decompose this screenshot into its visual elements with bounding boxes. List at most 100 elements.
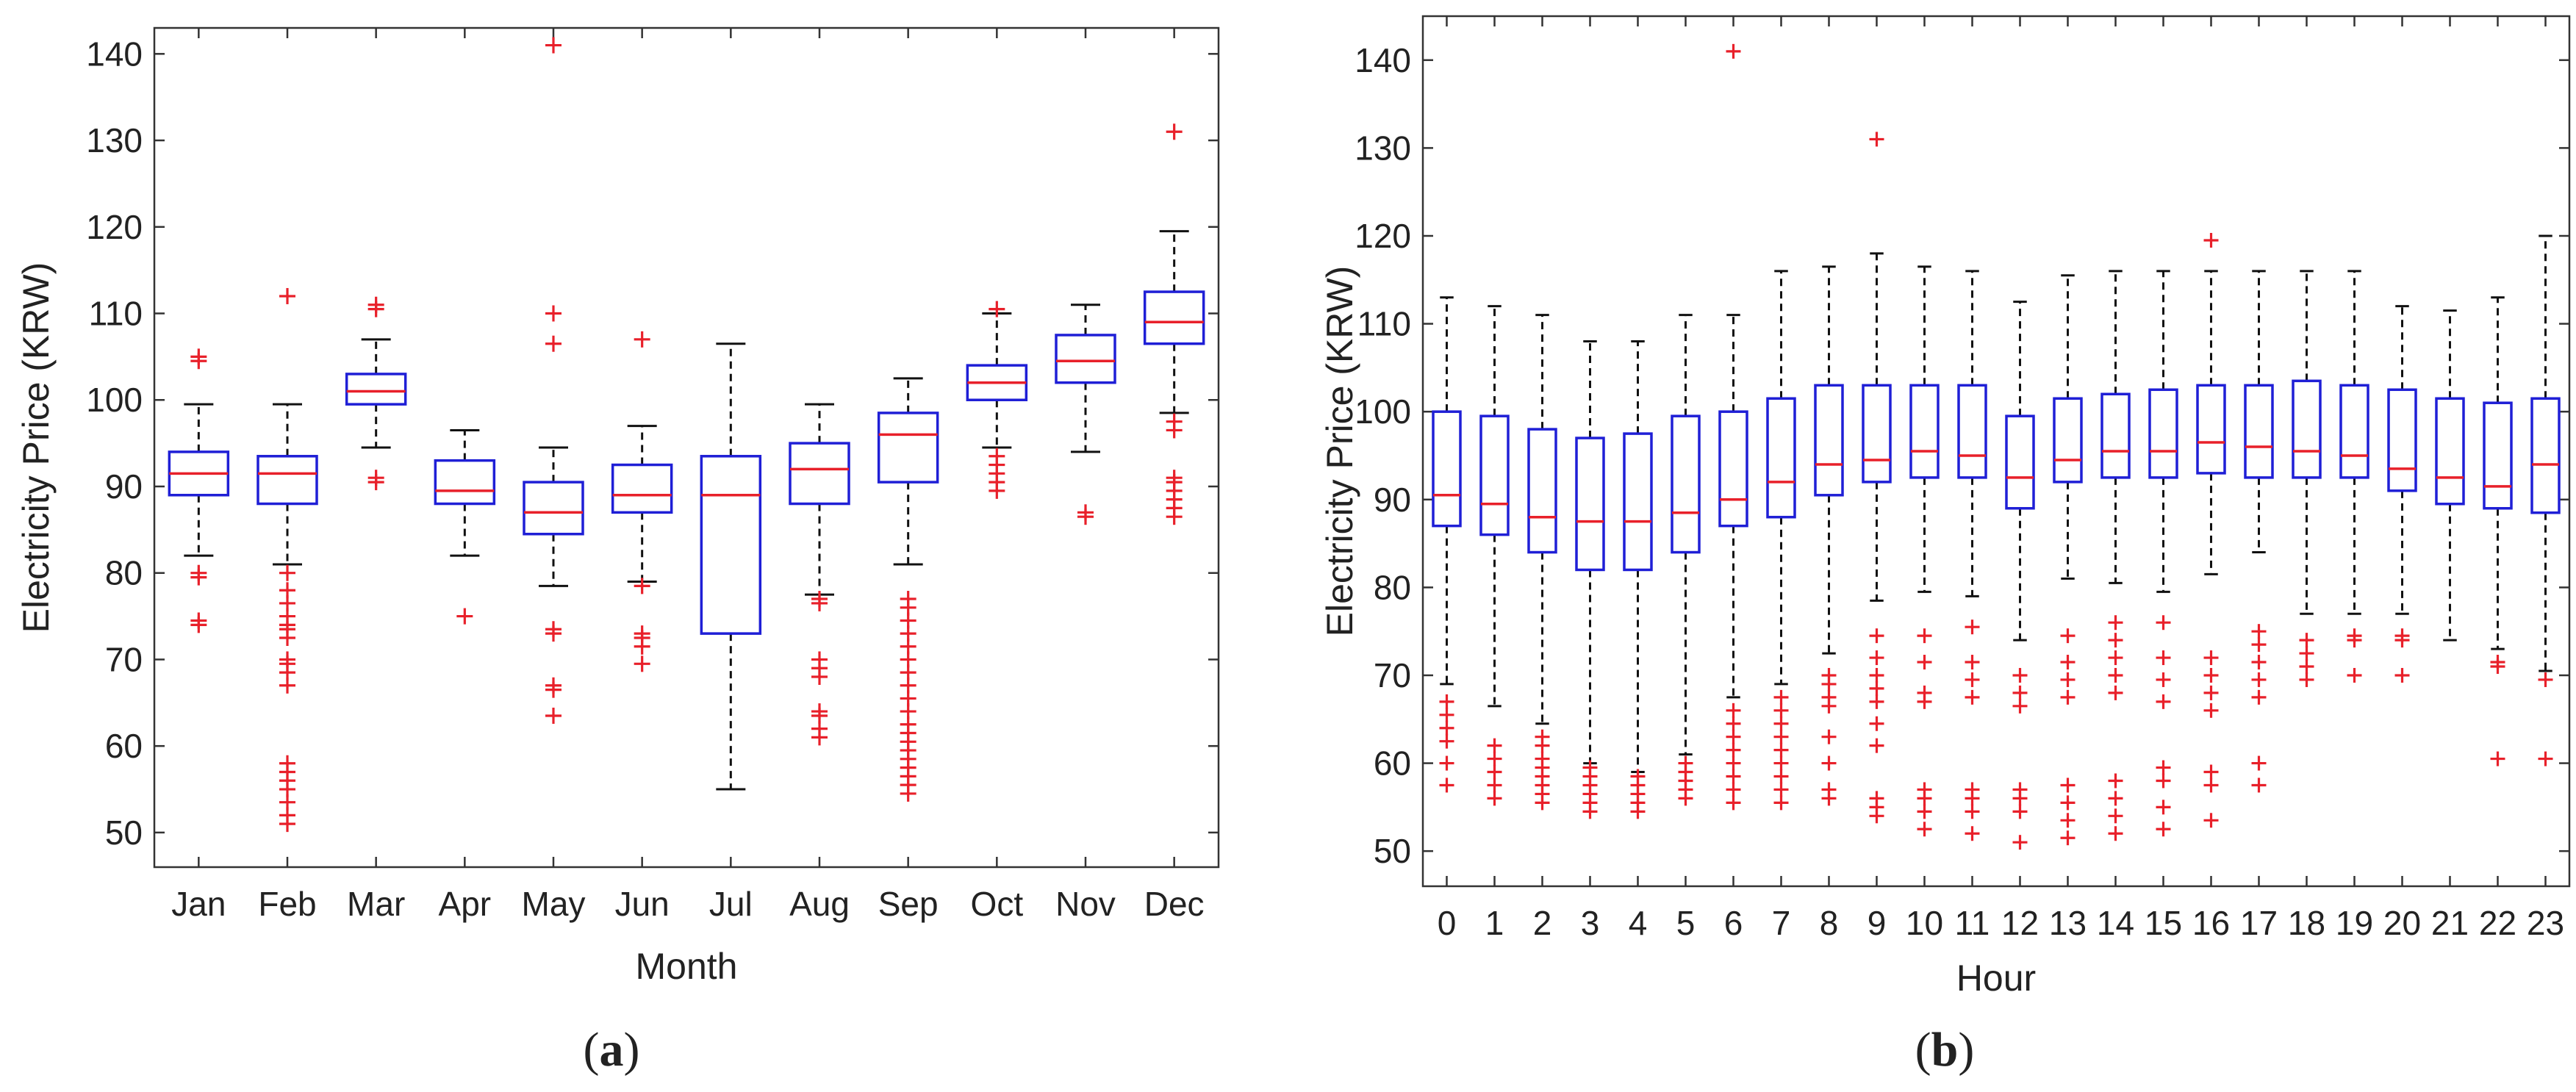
outlier-marker <box>1917 782 1932 797</box>
x-tick-label: 18 <box>2288 904 2325 942</box>
box-Aug <box>789 403 850 746</box>
outlier-marker <box>2108 685 2123 700</box>
outlier-marker <box>1965 689 1980 705</box>
iqr-box <box>523 481 584 536</box>
iqr-box <box>345 373 407 406</box>
outlier-marker <box>900 591 916 608</box>
outlier-marker <box>2108 650 2123 666</box>
outlier-marker <box>2060 795 2075 811</box>
box-16 <box>2196 232 2226 828</box>
iqr-box <box>2244 384 2274 479</box>
outlier-marker <box>1869 667 1884 683</box>
box-0 <box>1432 296 1462 793</box>
outlier-marker <box>2060 813 2075 828</box>
x-tick-label: 10 <box>1906 904 1943 942</box>
outlier-marker <box>989 301 1005 317</box>
iqr-box <box>1766 397 1796 519</box>
box-Apr <box>434 428 496 625</box>
outlier-marker <box>279 582 295 599</box>
outlier-marker <box>2203 650 2219 666</box>
y-tick-label: 80 <box>105 554 143 592</box>
outlier-marker <box>989 448 1005 464</box>
box-Oct <box>966 301 1028 499</box>
outlier-marker <box>1726 43 1741 59</box>
outlier-marker <box>2060 655 2075 670</box>
box-2 <box>1527 314 1557 811</box>
y-tick-label: 70 <box>1374 656 1411 694</box>
y-axis-label: Electricity Price (KRW) <box>15 262 57 633</box>
x-tick-label: Oct <box>971 885 1024 923</box>
box-Jan <box>168 348 230 633</box>
plot-frame <box>153 26 1220 869</box>
x-tick-label: 19 <box>2336 904 2373 942</box>
box-15 <box>2148 270 2178 837</box>
outlier-marker <box>1869 738 1884 753</box>
outlier-marker <box>1439 755 1454 771</box>
outlier-marker <box>2108 791 2123 806</box>
outlier-marker <box>1439 694 1454 709</box>
box-21 <box>2435 309 2465 642</box>
x-tick-label: Mar <box>347 885 405 923</box>
iqr-box <box>2053 397 2083 484</box>
outlier-marker <box>1582 760 1598 775</box>
x-tick-label: Jan <box>171 885 226 923</box>
iqr-box <box>611 463 673 514</box>
outlier-marker <box>634 331 650 348</box>
x-tick-label: Feb <box>258 885 316 923</box>
iqr-box <box>1671 414 1701 554</box>
iqr-box <box>1718 410 1748 528</box>
iqr-box <box>1909 384 1940 479</box>
outlier-marker <box>2156 773 2171 789</box>
outlier-marker <box>1773 782 1789 797</box>
outlier-marker <box>1439 777 1454 793</box>
x-tick-label: 17 <box>2240 904 2278 942</box>
y-tick-label: 120 <box>1355 217 1411 255</box>
box-3 <box>1575 340 1605 819</box>
y-tick-label: 80 <box>1374 568 1411 606</box>
outlier-marker <box>1535 729 1550 744</box>
x-tick-label: 15 <box>2145 904 2182 942</box>
panel-label-letter: b <box>1931 1023 1959 1077</box>
iqr-box <box>2339 384 2369 479</box>
outlier-marker <box>2108 808 2123 824</box>
outlier-marker <box>1821 782 1837 797</box>
outlier-marker <box>1869 716 1884 731</box>
y-tick-label: 120 <box>86 208 143 246</box>
outlier-marker <box>1965 804 1980 819</box>
plot-frame <box>1421 15 2571 888</box>
outlier-marker <box>190 612 207 629</box>
box-20 <box>2387 305 2417 683</box>
outlier-marker <box>1726 769 1741 784</box>
outlier-marker <box>2012 835 2028 850</box>
outlier-marker <box>1965 619 1980 635</box>
outlier-marker <box>2299 672 2314 687</box>
outlier-marker <box>190 348 207 365</box>
outlier-marker <box>2394 667 2410 683</box>
outlier-marker <box>1965 655 1980 670</box>
outlier-marker <box>2203 703 2219 718</box>
box-Sep <box>877 377 939 802</box>
outlier-marker <box>1917 655 1932 670</box>
x-tick-label: May <box>522 885 586 923</box>
outlier-marker <box>1821 755 1837 771</box>
outlier-marker <box>2394 628 2410 644</box>
outlier-marker <box>2299 646 2314 661</box>
outlier-marker <box>1773 795 1789 811</box>
outlier-marker <box>1439 720 1454 736</box>
panel-label-open: ( <box>1915 1023 1931 1077</box>
outlier-marker <box>1487 777 1502 793</box>
outlier-marker <box>1726 755 1741 771</box>
outlier-marker <box>2012 804 2028 819</box>
x-tick-label: 7 <box>1772 904 1791 942</box>
outlier-marker <box>1439 733 1454 749</box>
box-14 <box>2100 270 2131 841</box>
outlier-marker <box>811 591 828 608</box>
outlier-marker <box>279 651 295 668</box>
outlier-marker <box>2538 751 2553 766</box>
outlier-marker <box>2203 232 2219 248</box>
outlier-marker <box>1869 694 1884 709</box>
outlier-marker <box>1965 826 1980 841</box>
outlier-marker <box>1630 769 1646 784</box>
